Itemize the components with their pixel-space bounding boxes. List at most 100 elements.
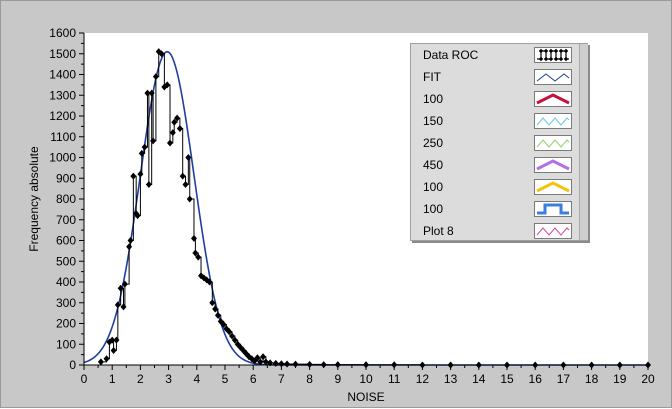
- legend-label: 450: [423, 158, 444, 172]
- data-roc-point: [141, 143, 148, 151]
- y-tick-label: 600: [56, 234, 76, 248]
- data-roc-point: [186, 195, 193, 203]
- data-roc-point: [206, 278, 213, 286]
- legend-item[interactable]: 100: [411, 198, 587, 220]
- y-tick-label: 1000: [49, 151, 76, 165]
- data-roc-point: [164, 81, 171, 89]
- legend-swatch-icon: [534, 69, 572, 85]
- data-roc-point: [144, 89, 151, 97]
- data-roc-point: [257, 358, 264, 366]
- y-tick-label: 1300: [49, 88, 76, 102]
- data-roc-point: [262, 358, 269, 366]
- data-roc-point: [190, 234, 197, 242]
- legend-item[interactable]: 450: [411, 154, 587, 176]
- data-roc-point: [195, 253, 202, 261]
- legend-swatch-icon: [534, 179, 572, 195]
- y-tick-label: 1100: [50, 130, 76, 144]
- legend-item[interactable]: 250: [411, 132, 587, 154]
- data-roc-point: [114, 301, 121, 309]
- data-roc-point: [171, 118, 178, 126]
- legend-label: FIT: [423, 70, 441, 84]
- x-tick-label: 20: [641, 372, 655, 386]
- x-tick-label: 1: [109, 372, 116, 386]
- data-roc-point: [226, 328, 233, 336]
- data-roc-point: [103, 355, 110, 363]
- legend-label: Data ROC: [423, 48, 479, 62]
- x-tick-label: 13: [444, 372, 458, 386]
- data-roc-point: [150, 137, 157, 145]
- data-roc-point: [126, 243, 133, 251]
- data-roc-point: [113, 336, 120, 344]
- legend-swatch-icon: [534, 223, 572, 239]
- data-roc-point: [127, 237, 134, 244]
- data-roc-point: [169, 129, 176, 137]
- y-tick-label: 700: [56, 213, 76, 227]
- data-roc-point: [145, 180, 152, 188]
- data-roc-point: [158, 50, 165, 58]
- data-roc-point: [214, 311, 221, 319]
- legend-item[interactable]: 100: [411, 176, 587, 198]
- y-tick-label: 900: [56, 171, 76, 185]
- x-tick-label: 14: [472, 372, 486, 386]
- x-tick-label: 8: [306, 372, 313, 386]
- legend-item[interactable]: Plot 8: [411, 220, 587, 242]
- data-roc-point: [306, 360, 313, 368]
- x-tick-label: 4: [193, 372, 200, 386]
- x-tick-label: 3: [165, 372, 172, 386]
- data-roc-point: [179, 172, 186, 180]
- x-tick-label: 10: [359, 372, 373, 386]
- x-tick-label: 18: [585, 372, 599, 386]
- y-tick-label: 500: [56, 254, 76, 268]
- data-roc-point: [278, 360, 285, 368]
- y-tick-label: 300: [56, 296, 76, 310]
- data-roc-point: [182, 180, 189, 188]
- data-roc-point: [220, 321, 227, 329]
- data-roc-point: [134, 212, 141, 220]
- data-roc-point: [97, 358, 104, 366]
- y-axis-label: Frequency absolute: [27, 146, 41, 252]
- x-tick-label: 5: [222, 372, 229, 386]
- data-roc-point: [231, 336, 238, 344]
- data-roc-point: [254, 354, 261, 362]
- x-tick-label: 7: [278, 372, 285, 386]
- data-roc-point: [260, 353, 267, 361]
- x-tick-label: 6: [250, 372, 257, 386]
- y-tick-label: 0: [69, 358, 76, 372]
- data-roc-point: [120, 303, 127, 311]
- x-tick-label: 19: [613, 372, 627, 386]
- y-tick-label: 400: [56, 275, 76, 289]
- data-roc-point: [212, 305, 219, 313]
- x-tick-label: 0: [81, 372, 88, 386]
- y-tick-label: 100: [56, 337, 76, 351]
- plot-legend[interactable]: Data ROC FIT 100 150 250 450 100 100 Plot 8: [410, 43, 588, 241]
- legend-label: 150: [423, 114, 444, 128]
- legend-swatch-icon: [534, 91, 572, 107]
- legend-swatch-icon: [534, 201, 572, 217]
- data-roc-point: [137, 170, 144, 178]
- data-roc-point: [109, 336, 116, 344]
- legend-swatch-icon: [534, 113, 572, 129]
- legend-swatch-icon: [534, 135, 572, 151]
- data-roc-point: [130, 172, 137, 180]
- data-roc-point: [229, 332, 236, 340]
- data-roc-point: [176, 124, 183, 132]
- x-tick-label: 12: [416, 372, 430, 386]
- legend-item[interactable]: Data ROC: [411, 44, 587, 66]
- data-roc-point: [110, 346, 117, 354]
- x-axis-label: NOISE: [347, 390, 384, 404]
- legend-label: Plot 8: [423, 224, 454, 238]
- legend-item[interactable]: FIT: [411, 66, 587, 88]
- legend-scroll-edge: [579, 44, 588, 240]
- legend-item[interactable]: 150: [411, 110, 587, 132]
- legend-swatch-icon: [534, 157, 572, 173]
- x-tick-label: 11: [388, 372, 401, 386]
- data-roc-point: [292, 360, 299, 368]
- data-roc-point: [138, 149, 145, 157]
- y-axis-ticks: 0 100 200 300 400 500 600 700 800 900 1000 1100 1200…: [49, 26, 84, 372]
- data-roc-point: [284, 360, 291, 368]
- legend-item[interactable]: 100: [411, 88, 587, 110]
- x-tick-label: 2: [137, 372, 144, 386]
- data-roc-point: [152, 73, 159, 81]
- data-roc-point: [209, 299, 216, 307]
